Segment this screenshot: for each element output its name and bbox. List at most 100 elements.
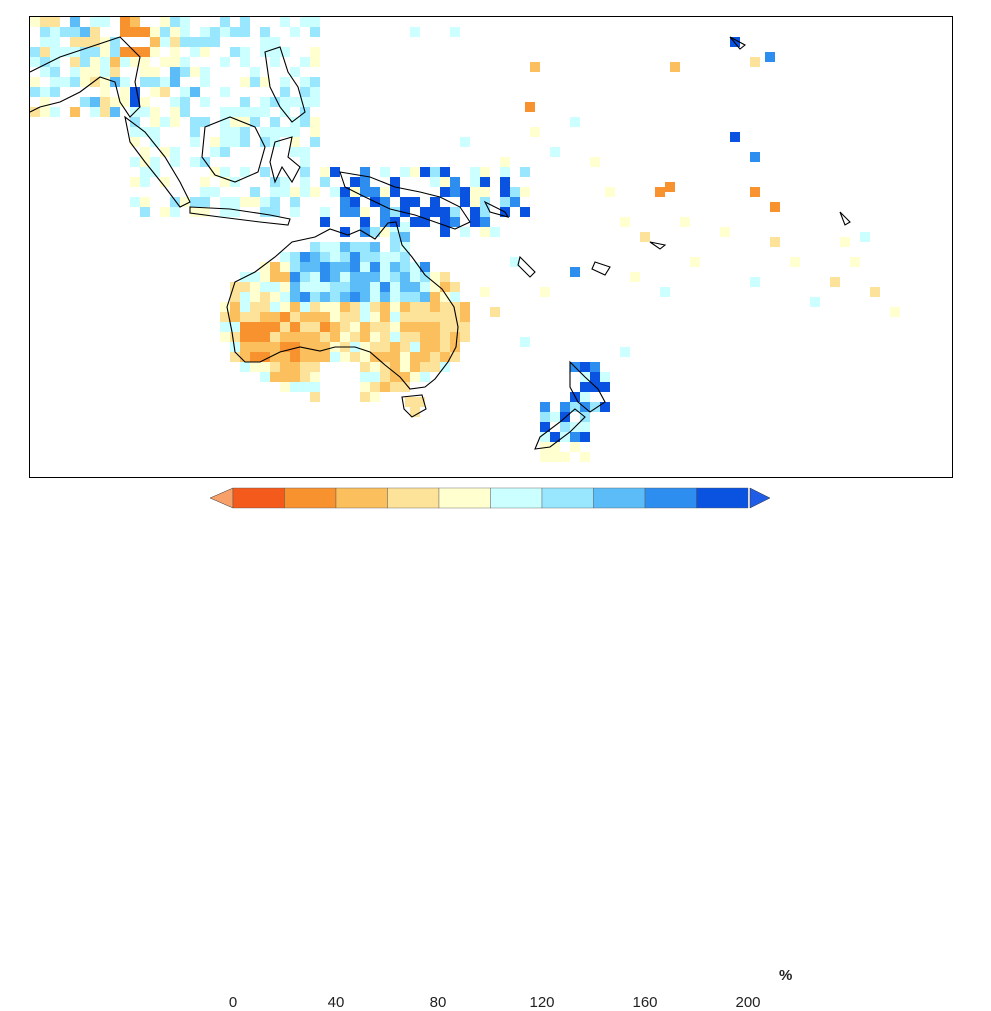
- legend-box: [438, 487, 491, 509]
- grid-cell: [590, 372, 600, 382]
- grid-cell: [140, 147, 150, 157]
- grid-cell: [170, 17, 180, 27]
- grid-cell: [580, 432, 590, 442]
- grid-cell: [770, 202, 780, 212]
- grid-cell: [130, 127, 140, 137]
- grid-cell: [290, 117, 300, 127]
- grid-cell: [300, 382, 310, 392]
- grid-cell: [280, 322, 290, 332]
- grid-cell: [540, 442, 550, 452]
- grid-cell: [290, 362, 300, 372]
- grid-cell: [440, 227, 450, 237]
- grid-cell: [460, 302, 470, 312]
- legend-box: [232, 487, 285, 509]
- grid-cell: [290, 127, 300, 137]
- grid-cell: [230, 117, 240, 127]
- grid-cell: [360, 292, 370, 302]
- grid-cell: [230, 137, 240, 147]
- grid-cell: [110, 97, 120, 107]
- grid-cell: [210, 137, 220, 147]
- grid-cell: [70, 67, 80, 77]
- grid-cell: [140, 67, 150, 77]
- grid-cell: [320, 272, 330, 282]
- grid-cell: [310, 252, 320, 262]
- grid-cell: [250, 302, 260, 312]
- grid-cell: [370, 332, 380, 342]
- grid-cell: [310, 87, 320, 97]
- grid-cell: [390, 352, 400, 362]
- grid-cell: [790, 257, 800, 267]
- grid-cell: [300, 282, 310, 292]
- grid-cell: [380, 227, 390, 237]
- grid-cell: [340, 352, 350, 362]
- grid-cell: [270, 352, 280, 362]
- grid-cell: [430, 197, 440, 207]
- grid-cell: [160, 77, 170, 87]
- grid-cell: [310, 302, 320, 312]
- legend-high-arrow: [749, 487, 771, 509]
- grid-cell: [300, 322, 310, 332]
- grid-cell: [310, 282, 320, 292]
- grid-cell: [290, 292, 300, 302]
- grid-cell: [190, 157, 200, 167]
- grid-cell: [400, 372, 410, 382]
- grid-cell: [340, 292, 350, 302]
- grid-cell: [290, 352, 300, 362]
- grid-cell: [360, 372, 370, 382]
- grid-cell: [220, 117, 230, 127]
- grid-cell: [300, 87, 310, 97]
- grid-cell: [460, 332, 470, 342]
- grid-cell: [570, 432, 580, 442]
- grid-cell: [330, 292, 340, 302]
- grid-cell: [40, 97, 50, 107]
- grid-cell: [860, 232, 870, 242]
- grid-cell: [415, 397, 425, 407]
- grid-cell: [470, 197, 480, 207]
- grid-cell: [500, 157, 510, 167]
- grid-cell: [140, 97, 150, 107]
- grid-cell: [220, 87, 230, 97]
- grid-cell: [360, 262, 370, 272]
- grid-cell: [170, 67, 180, 77]
- grid-cell: [260, 352, 270, 362]
- grid-cell: [240, 77, 250, 87]
- grid-cell: [360, 332, 370, 342]
- grid-cell: [280, 177, 290, 187]
- legend-tick-0: 0: [228, 994, 238, 1011]
- grid-cell: [290, 332, 300, 342]
- grid-cell: [840, 237, 850, 247]
- grid-cell: [270, 197, 280, 207]
- grid-cell: [390, 312, 400, 322]
- grid-cell: [220, 147, 230, 157]
- grid-cell: [280, 382, 290, 392]
- grid-cell: [180, 17, 190, 27]
- grid-cell: [270, 117, 280, 127]
- grid-cell: [300, 157, 310, 167]
- coastline: [649, 241, 667, 250]
- grid-cell: [470, 167, 480, 177]
- grid-cell: [450, 217, 460, 227]
- grid-cell: [310, 97, 320, 107]
- grid-cell: [440, 167, 450, 177]
- grid-cell: [440, 187, 450, 197]
- grid-cell: [370, 302, 380, 312]
- grid-cell: [170, 147, 180, 157]
- grid-cell: [220, 107, 230, 117]
- grid-cell: [200, 67, 210, 77]
- grid-cell: [450, 332, 460, 342]
- grid-cell: [240, 107, 250, 117]
- grid-cell: [400, 222, 410, 232]
- grid-cell: [330, 352, 340, 362]
- grid-cell: [220, 27, 230, 37]
- grid-cell: [350, 262, 360, 272]
- grid-cell: [60, 27, 70, 37]
- grid-cell: [130, 137, 140, 147]
- grid-cell: [350, 197, 360, 207]
- grid-cell: [480, 287, 490, 297]
- grid-cell: [140, 27, 150, 37]
- grid-cell: [300, 187, 310, 197]
- grid-cell: [120, 27, 130, 37]
- grid-cell: [370, 322, 380, 332]
- grid-cell: [500, 167, 510, 177]
- grid-cell: [420, 217, 430, 227]
